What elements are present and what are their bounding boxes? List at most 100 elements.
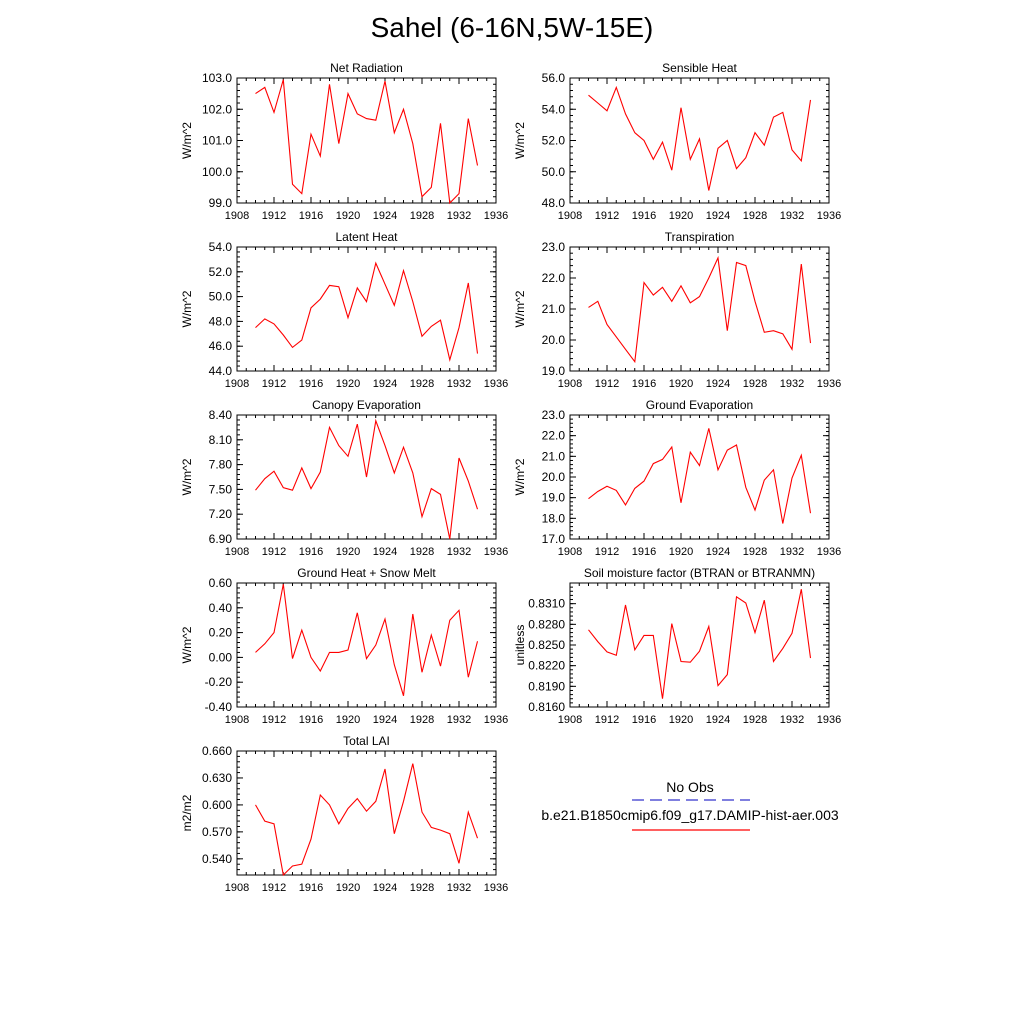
panel-7-ytick-label: 0.20 [209,626,233,640]
panel-1-xtick-label: 1924 [373,210,397,222]
panel-6-ytick-label: 23.0 [542,408,566,422]
panel-3-series-line [255,261,479,362]
panel-6-ytick-label: 21.0 [542,449,566,463]
panel-4-xtick-label: 1908 [558,378,582,390]
panel-6-xtick-label: 1920 [669,546,693,558]
panel-4-xtick-label: 1928 [743,378,767,390]
panel-7-xtick-label: 1920 [336,714,360,726]
panel-1-xtick-label: 1936 [484,210,508,222]
panel-7-xtick-label: 1936 [484,714,508,726]
panel-2-series-line [588,85,812,191]
panel-3-ytick-label: 50.0 [209,290,233,304]
panel-6-ytick-label: 18.0 [542,511,566,525]
panel-3-xtick-label: 1932 [447,378,471,390]
panel-4-ytick-label: 19.0 [542,364,566,378]
panel-5-ytick-label: 8.40 [209,408,233,422]
panel-9-series-line [255,763,479,877]
panel-7-xtick-label: 1908 [225,714,249,726]
panel-8-xtick-label: 1928 [743,714,767,726]
panel-1-ytick-label: 102.0 [202,102,232,116]
panel-8-title: Soil moisture factor (BTRAN or BTRANMN) [584,566,815,580]
panel-4-frame [569,246,830,372]
panel-1-frame [236,77,497,204]
panel-4-xtick-label: 1916 [632,378,656,390]
panel-8-xtick-label: 1936 [817,714,841,726]
panel-2-title: Sensible Heat [662,61,737,75]
panel-1-xtick-label: 1920 [336,210,360,222]
panel-6-xtick-label: 1916 [632,546,656,558]
panel-7-ytick-label: -0.20 [205,675,233,689]
panel-3-ytick-label: 48.0 [209,314,233,328]
panel-7-ytick-label: -0.40 [205,700,233,714]
panel-8-frame [569,582,830,708]
panel-6-title: Ground Evaporation [646,398,753,412]
panel-4-xtick-label: 1936 [817,378,841,390]
panel-3-xtick-label: 1924 [373,378,397,390]
panel-2-xtick-label: 1932 [780,210,804,222]
panel-6-xtick-label: 1924 [706,546,730,558]
panel-5-ytick-label: 7.20 [209,507,233,521]
panel-3-ytick-label: 54.0 [209,240,233,254]
panel-4-ylabel: W/m^2 [513,290,527,327]
panel-1-series-line [255,79,479,205]
panel-5-ytick-label: 7.50 [209,482,233,496]
panel-5-title: Canopy Evaporation [312,398,421,412]
panel-5-ytick-label: 6.90 [209,532,233,546]
panel-2-ytick-label: 52.0 [542,134,566,148]
panel-2-ytick-label: 50.0 [542,165,566,179]
panel-5-ylabel: W/m^2 [180,458,194,495]
panel-1-ytick-label: 103.0 [202,71,232,85]
panel-2-xtick-label: 1936 [817,210,841,222]
panel-8-series-line [588,589,812,699]
panel-8-ytick-label: 0.8280 [528,617,565,631]
panel-1-xtick-label: 1912 [262,210,286,222]
panel-5-xtick-label: 1908 [225,546,249,558]
panel-8-ylabel: unitless [513,625,527,666]
panel-7-title: Ground Heat + Snow Melt [297,566,436,580]
panel-1-xtick-label: 1908 [225,210,249,222]
panel-9-xtick-label: 1916 [299,882,323,894]
panel-4-ytick-label: 22.0 [542,271,566,285]
panel-6-xtick-label: 1908 [558,546,582,558]
panel-4-xtick-label: 1920 [669,378,693,390]
panel-5-series-line [255,418,479,540]
panel-6-series-line [588,428,812,524]
panel-2-ytick-label: 56.0 [542,71,566,85]
panel-3-ylabel: W/m^2 [180,290,194,327]
panel-3-ytick-label: 52.0 [209,265,233,279]
panel-7-frame [236,582,497,708]
panel-9-ytick-label: 0.540 [202,852,232,866]
panel-2-xtick-label: 1920 [669,210,693,222]
panel-8-ytick-label: 0.8190 [528,679,565,693]
panel-2-ylabel: W/m^2 [513,122,527,159]
panel-8-ytick-label: 0.8220 [528,659,565,673]
panel-6-xtick-label: 1912 [595,546,619,558]
panel-3-frame [236,246,497,372]
panel-8-xtick-label: 1908 [558,714,582,726]
panel-9-ytick-label: 0.570 [202,825,232,839]
panel-1-ytick-label: 100.0 [202,165,232,179]
panel-8-xtick-label: 1924 [706,714,730,726]
panel-8-xtick-label: 1912 [595,714,619,726]
panel-4-ytick-label: 21.0 [542,302,566,316]
panel-6-ytick-label: 22.0 [542,429,566,443]
panel-8-xtick-label: 1916 [632,714,656,726]
panel-2-xtick-label: 1924 [706,210,730,222]
panel-4-series-line [588,255,812,364]
panel-1-ytick-label: 99.0 [209,196,233,210]
panel-7-ylabel: W/m^2 [180,626,194,663]
panel-1-ytick-label: 101.0 [202,134,232,148]
panel-5-xtick-label: 1912 [262,546,286,558]
figure-title: Sahel (6-16N,5W-15E) [370,12,654,43]
panel-9-xtick-label: 1928 [410,882,434,894]
panel-8-xtick-label: 1920 [669,714,693,726]
legend-obs-label: No Obs [666,779,714,795]
panel-7-ytick-label: 0.00 [209,650,233,664]
panel-9-ytick-label: 0.630 [202,771,232,785]
panel-6-ytick-label: 17.0 [542,532,566,546]
panel-9-ytick-label: 0.600 [202,798,232,812]
panel-1-title: Net Radiation [330,61,403,75]
panel-9-xtick-label: 1936 [484,882,508,894]
panel-6-xtick-label: 1928 [743,546,767,558]
panel-5-ytick-label: 8.10 [209,433,233,447]
